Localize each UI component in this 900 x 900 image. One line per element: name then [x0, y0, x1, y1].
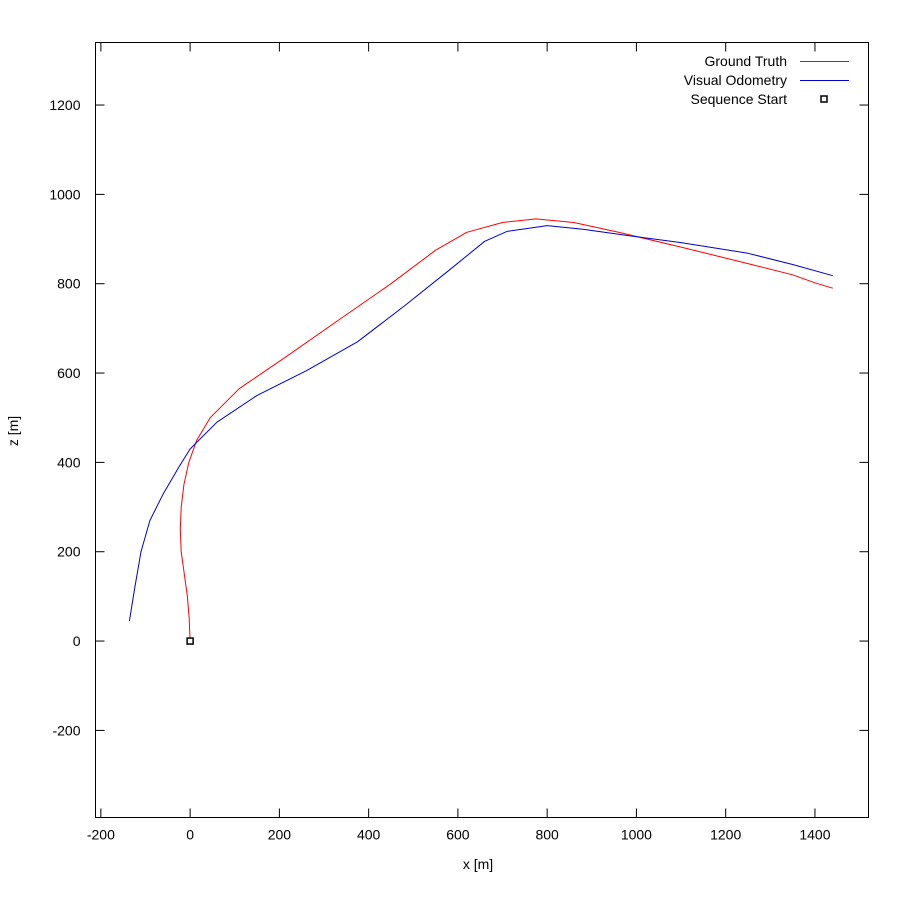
- series-line-1: [128, 225, 833, 622]
- y-tick-label: 1000: [49, 186, 80, 202]
- y-tick-label: 0: [73, 633, 81, 649]
- x-tick-label: 1400: [799, 827, 830, 843]
- x-axis-ticks: -200 0 200 400 600 800 1000 1200 1400: [87, 42, 831, 843]
- plot-frame: [95, 42, 869, 818]
- legend-marker-swatch: [820, 95, 828, 103]
- legend-label: Ground Truth: [705, 53, 788, 69]
- y-tick-label: -200: [52, 722, 80, 738]
- x-tick-label: 400: [357, 827, 381, 843]
- y-axis-ticks: -200 0 200 400 600 800 1000 1200: [49, 97, 869, 738]
- x-tick-label: 0: [186, 827, 194, 843]
- x-tick-label: 600: [446, 827, 470, 843]
- sequence-start-marker: [186, 637, 194, 645]
- y-tick-label: 600: [57, 365, 81, 381]
- x-axis-label: x [m]: [463, 856, 493, 872]
- y-tick-label: 1200: [49, 97, 80, 113]
- legend-label: Sequence Start: [690, 91, 787, 107]
- x-tick-label: 1000: [621, 827, 652, 843]
- y-tick-label: 800: [57, 276, 81, 292]
- x-tick-label: 200: [268, 827, 292, 843]
- marker-layer: [186, 637, 194, 645]
- y-axis-label: z [m]: [5, 416, 21, 446]
- x-tick-label: -200: [87, 827, 115, 843]
- x-tick-label: 1200: [710, 827, 741, 843]
- y-tick-label: 400: [57, 454, 81, 470]
- series-layer: [128, 218, 833, 642]
- legend-label: Visual Odometry: [684, 72, 787, 88]
- x-tick-label: 800: [535, 827, 559, 843]
- series-line-0: [179, 218, 833, 642]
- y-tick-label: 200: [57, 544, 81, 560]
- legend: Ground Truth Visual Odometry Sequence Star…: [684, 53, 849, 107]
